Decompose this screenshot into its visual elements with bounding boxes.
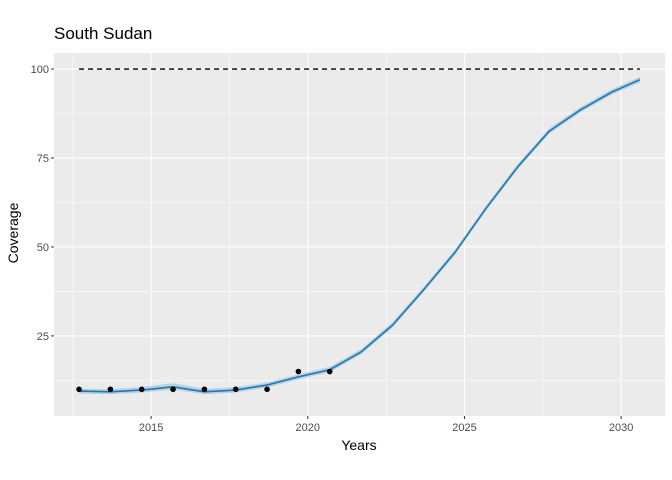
observed-point [138,386,145,393]
x-axis-ticks: 2015 2020 2025 2030 [139,416,633,434]
observed-point [170,386,176,393]
minor-gridlines [54,53,665,416]
observed-point [264,386,270,393]
x-tick-label: 2020 [296,422,320,434]
plot-panel [54,53,665,416]
x-tick-label: 2030 [609,422,633,434]
observed-point [295,368,302,375]
observed-point [232,386,239,393]
x-tick-label: 2025 [452,422,476,434]
major-gridlines [54,53,665,416]
observed-points [76,368,333,393]
observed-point [107,386,114,393]
observed-point [76,386,82,393]
chart-title: South Sudan [54,24,152,43]
observed-point [326,368,333,375]
x-tick-label: 2015 [139,422,163,434]
y-tick-label: 100 [31,64,49,76]
y-axis-title: Coverage [5,202,21,263]
y-tick-label: 50 [37,242,49,254]
observed-point [201,386,208,393]
y-tick-label: 25 [37,331,49,343]
y-tick-label: 75 [37,153,49,165]
y-axis-ticks: 25 50 75 100 [31,64,54,343]
x-axis-title: Years [341,437,376,453]
